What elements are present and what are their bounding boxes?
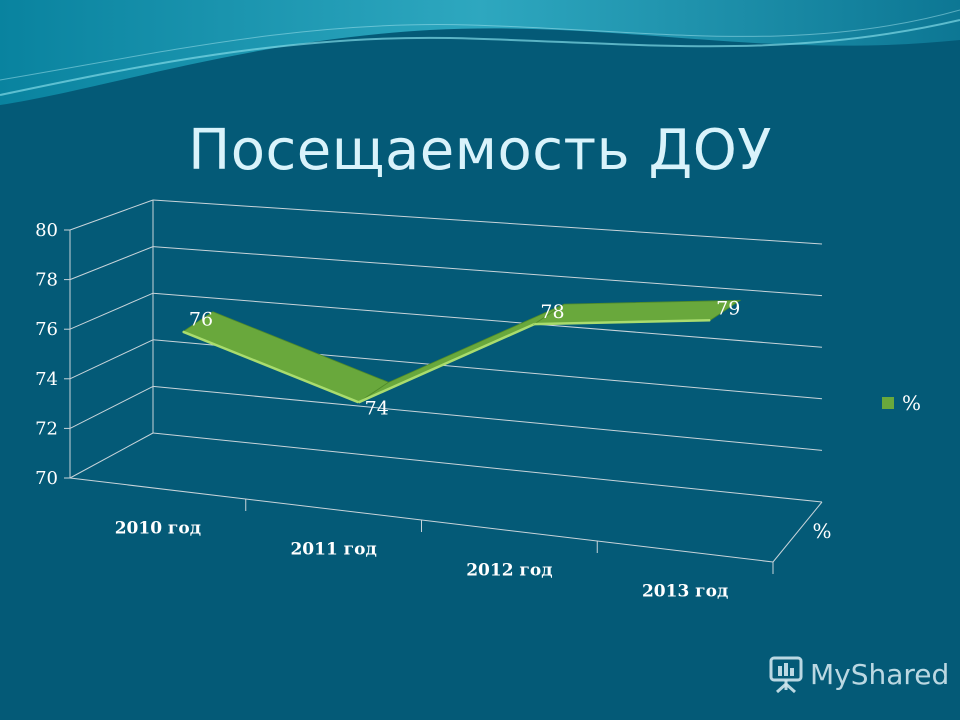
series-point — [709, 319, 711, 321]
data-label: 78 — [540, 301, 564, 323]
series-point — [533, 323, 535, 325]
y-tick-label: 78 — [35, 270, 58, 291]
x-tick-label: 2013 год — [642, 582, 728, 602]
logo-text: MyShared — [810, 657, 950, 691]
legend-swatch — [882, 397, 894, 409]
data-label: 74 — [365, 397, 389, 419]
x-tick-label: 2012 год — [466, 561, 552, 581]
series-ribbon — [182, 299, 742, 404]
gridline-side — [69, 246, 154, 281]
y-tick-label: 74 — [35, 369, 58, 390]
data-label: 79 — [716, 297, 740, 319]
gridline-back — [152, 246, 823, 297]
chart-axes — [64, 200, 823, 574]
gridline-back — [152, 432, 823, 503]
series-line-front — [358, 322, 535, 404]
depth-axis-label: % — [812, 519, 831, 543]
y-tick-label: 76 — [35, 319, 58, 340]
y-tick-label: 72 — [35, 418, 58, 439]
x-tick-label: 2011 год — [290, 540, 376, 560]
series-ribbon-segment — [182, 311, 390, 403]
slide-title: Посещаемость ДОУ — [188, 118, 772, 183]
chart-grid — [69, 199, 823, 503]
y-tick-label: 80 — [35, 220, 58, 241]
series-line-front — [182, 330, 360, 404]
gridline-back — [152, 385, 823, 451]
legend-label: % — [902, 391, 921, 415]
y-tick-label: 70 — [35, 468, 58, 489]
gridline-side — [69, 432, 154, 479]
gridline-side — [69, 199, 154, 231]
series-point — [182, 331, 184, 333]
depth-axis — [772, 501, 823, 563]
data-label: 76 — [189, 309, 213, 331]
gridline-side — [69, 292, 154, 330]
series-line-front — [534, 319, 711, 326]
x-tick-label: 2010 год — [115, 519, 201, 539]
gridline-side — [69, 385, 154, 429]
series-point — [358, 401, 360, 403]
logo: MyShared — [768, 652, 949, 696]
gridline-back — [152, 292, 823, 348]
chart-labels: 70 72 74 76 78 80 2010 год 2011 год 2012 год 2013… — [35, 220, 921, 602]
gridline-side — [69, 339, 154, 380]
presentation-board-icon — [769, 656, 803, 694]
gridline-back — [152, 199, 823, 245]
